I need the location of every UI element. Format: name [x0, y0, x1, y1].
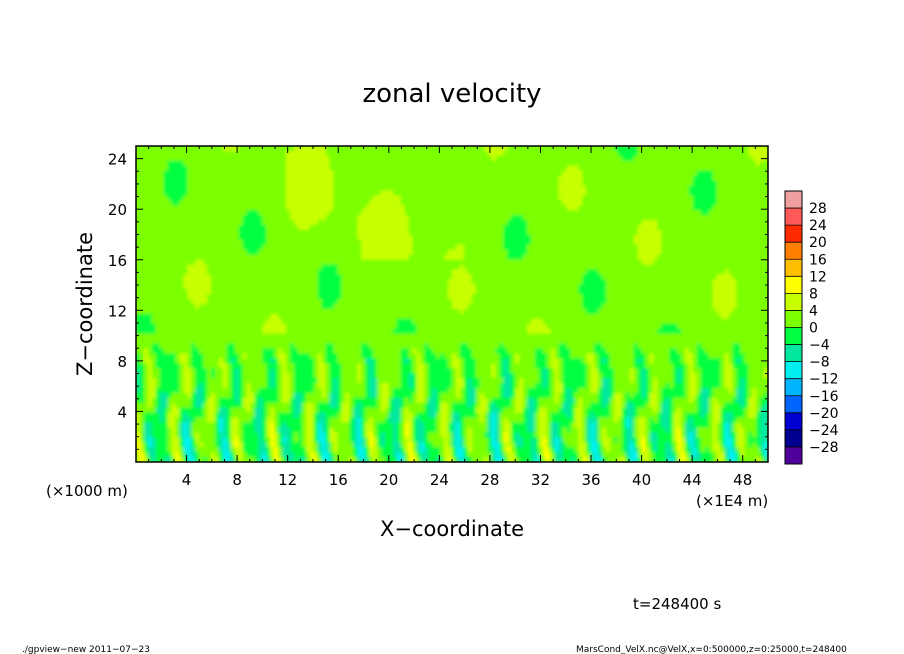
colorbar-label: −28: [809, 440, 839, 456]
x-tick-label: 12: [278, 471, 297, 489]
colorbar-label: 20: [809, 235, 827, 251]
x-tick-label: 48: [733, 471, 752, 489]
colorbar-label: 28: [809, 201, 827, 217]
x-tick-label: 24: [430, 471, 449, 489]
y-tick-label: 4: [117, 403, 127, 421]
y-tick-label: 24: [108, 151, 127, 169]
x-tick-label: 40: [632, 471, 651, 489]
colorbar-segment: [785, 344, 802, 362]
x-tick-label: 20: [379, 471, 398, 489]
colorbar-label: −8: [809, 355, 830, 371]
colorbar-segment: [785, 378, 802, 397]
colorbar-label: 16: [809, 252, 827, 268]
y-tick-label: 16: [108, 252, 127, 270]
colorbar-segment: [785, 208, 802, 226]
x-tick-label: 44: [683, 471, 702, 489]
y-tick-label: 8: [117, 353, 127, 371]
x-unit-note: (×1E4 m): [696, 492, 768, 510]
field-cells: [136, 146, 768, 462]
colorbar-segment: [785, 191, 802, 209]
x-tick-label: 32: [531, 471, 550, 489]
x-tick-label: 28: [480, 471, 499, 489]
colorbar-segment: [785, 429, 802, 448]
footer-right: MarsCond_VelX.nc@VelX,x=0:500000,z=0:250…: [576, 645, 847, 654]
colorbar-label: −16: [809, 389, 839, 405]
colorbar-label: −4: [809, 338, 830, 354]
colorbar-segment: [785, 310, 802, 328]
x-tick-label: 4: [182, 471, 192, 489]
colorbar-label: 8: [809, 286, 818, 302]
colorbar-label: 4: [809, 303, 818, 319]
velocity-field: [136, 146, 768, 462]
time-label: t=248400 s: [633, 595, 721, 613]
colorbar-segment: [785, 259, 802, 277]
chart-title: zonal velocity: [362, 79, 541, 109]
x-axis-ticks: 4 8 12 16 20 24 28 32 36 40 44 48: [148, 146, 756, 489]
colorbar-label: −12: [809, 372, 839, 388]
colorbar-label: 0: [809, 321, 818, 337]
colorbar-segment: [785, 395, 802, 414]
colorbar-segment: [785, 412, 802, 431]
colorbar-segment: [785, 327, 802, 345]
y-unit-note: (×1000 m): [46, 482, 128, 500]
y-axis-label: Z−coordinate: [73, 232, 97, 376]
x-tick-label: 36: [581, 471, 600, 489]
colorbar-label: −20: [809, 406, 839, 422]
colorbar-segment: [785, 225, 802, 243]
colorbar-segment: [785, 361, 802, 379]
y-tick-label: 12: [108, 302, 127, 320]
x-axis-label: X−coordinate: [380, 517, 524, 541]
colorbar-segment: [785, 242, 802, 260]
colorbar-label: 24: [809, 218, 827, 234]
colorbar-segment: [785, 293, 802, 311]
x-tick-label: 8: [232, 471, 242, 489]
colorbar-segment: [785, 276, 802, 294]
colorbar-label: −24: [809, 423, 839, 439]
plot-area: [135, 145, 769, 463]
colorbar-label: 12: [809, 269, 827, 285]
x-tick-label: 16: [329, 471, 348, 489]
y-axis-ticks: 4 8 12 16 20 24: [108, 151, 768, 450]
footer-left: ./gpview−new 2011−07−23: [22, 645, 150, 654]
y-tick-label: 20: [108, 201, 127, 219]
colorbar-segment: [785, 446, 802, 465]
